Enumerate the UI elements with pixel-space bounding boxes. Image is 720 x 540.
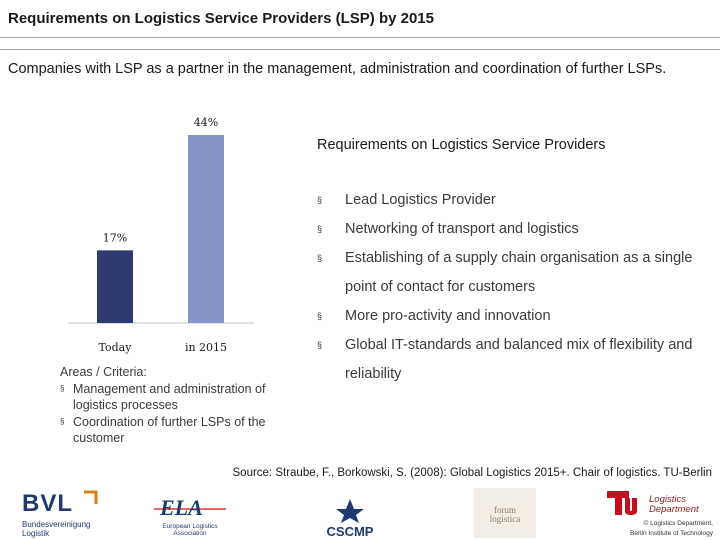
category-label: in 2015 (185, 341, 227, 354)
bar-in-2015 (188, 135, 224, 323)
requirement-item: § More pro-activity and innovation (317, 302, 712, 331)
tu-line1: Logistics (649, 494, 686, 505)
tu-line2: Department (649, 504, 699, 515)
bullet-marker: § (317, 340, 323, 350)
bvl-logo-subtitle: Bundesvereinigung Logistik (22, 520, 91, 538)
category-label: Today (99, 341, 133, 354)
bullet-marker: § (60, 416, 65, 426)
bvl-logo-text: BVL (22, 490, 73, 517)
areas-list: § Management and administration of logist… (60, 381, 290, 447)
bvl-logo: BVL Bundesvereinigung Logistik (22, 490, 102, 538)
bvl-logo-mark (84, 490, 98, 504)
areas-criteria: Areas / Criteria: § Management and admini… (60, 364, 290, 447)
bar-chart: 17% Today 44% in 2015 (68, 116, 254, 354)
cscmp-logo-mark (336, 499, 364, 523)
ela-sub-line1: European Logistics (162, 523, 218, 530)
area-item: § Management and administration of logist… (60, 381, 290, 414)
data-label: 44% (194, 116, 218, 129)
source-citation: Source: Straube, F., Borkowski, S. (2008… (232, 467, 713, 479)
page-subtitle: Companies with LSP as a partner in the m… (8, 61, 667, 77)
tu-copyright: © Logistics Department, Berlin Institute… (605, 519, 713, 539)
ela-logo-text: ELA (160, 495, 203, 520)
requirements-list: § Lead Logistics Provider § Networking of … (317, 186, 712, 389)
requirement-text: More pro-activity and innovation (345, 308, 551, 324)
tu-logo-mark (607, 491, 637, 515)
areas-heading: Areas / Criteria: (60, 365, 147, 379)
bar-today (97, 250, 133, 323)
bullet-marker: § (317, 253, 323, 263)
requirement-item: § Lead Logistics Provider (317, 186, 712, 215)
requirement-text: Global IT-standards and balanced mix of … (345, 337, 693, 382)
title-rule-bottom (0, 49, 720, 50)
cscmp-logo: CSCMP (322, 497, 378, 539)
tu-line3: © Logistics Department, (643, 520, 713, 527)
forum-logo-text: forum logistica (474, 506, 536, 524)
bullet-marker: § (317, 224, 323, 234)
area-item: § Coordination of further LSPs of the cus… (60, 414, 290, 447)
data-label: 17% (103, 231, 127, 244)
ela-logo-subtitle: European Logistics Association (150, 523, 230, 537)
requirement-text: Establishing of a supply chain organisat… (345, 250, 693, 295)
area-text: Coordination of further LSPs of the cust… (73, 414, 266, 446)
requirement-item: § Networking of transport and logistics (317, 215, 712, 244)
requirement-item: § Establishing of a supply chain organisa… (317, 244, 712, 302)
forum-line1: forum (494, 505, 516, 515)
ela-sub-line2: Association (173, 530, 207, 537)
tu-line4: Berlin Institute of Technology (630, 530, 713, 537)
title-rule-top (0, 37, 720, 38)
ela-logo: ELA European Logistics Association (150, 495, 230, 537)
forum-logo: forum logistica (474, 488, 536, 538)
ela-logo-mark (154, 508, 226, 510)
bvl-sub-line2: Logistik (22, 529, 50, 538)
bullet-marker: § (317, 311, 323, 321)
forum-line2: logistica (489, 514, 521, 524)
area-text: Management and administration of logisti… (73, 381, 266, 413)
bullet-marker: § (317, 195, 323, 205)
requirement-text: Lead Logistics Provider (345, 192, 496, 208)
requirement-text: Networking of transport and logistics (345, 221, 579, 237)
page-title: Requirements on Logistics Service Provid… (8, 10, 434, 27)
cscmp-logo-text: CSCMP (326, 524, 374, 539)
requirements-heading: Requirements on Logistics Service Provid… (317, 137, 606, 153)
bvl-sub-line1: Bundesvereinigung (22, 520, 91, 529)
tu-berlin-logo: Logistics Department © Logistics Departm… (605, 489, 717, 539)
bullet-marker: § (60, 383, 65, 393)
tu-department: Logistics Department (649, 495, 699, 515)
requirement-item: § Global IT-standards and balanced mix of… (317, 331, 712, 389)
